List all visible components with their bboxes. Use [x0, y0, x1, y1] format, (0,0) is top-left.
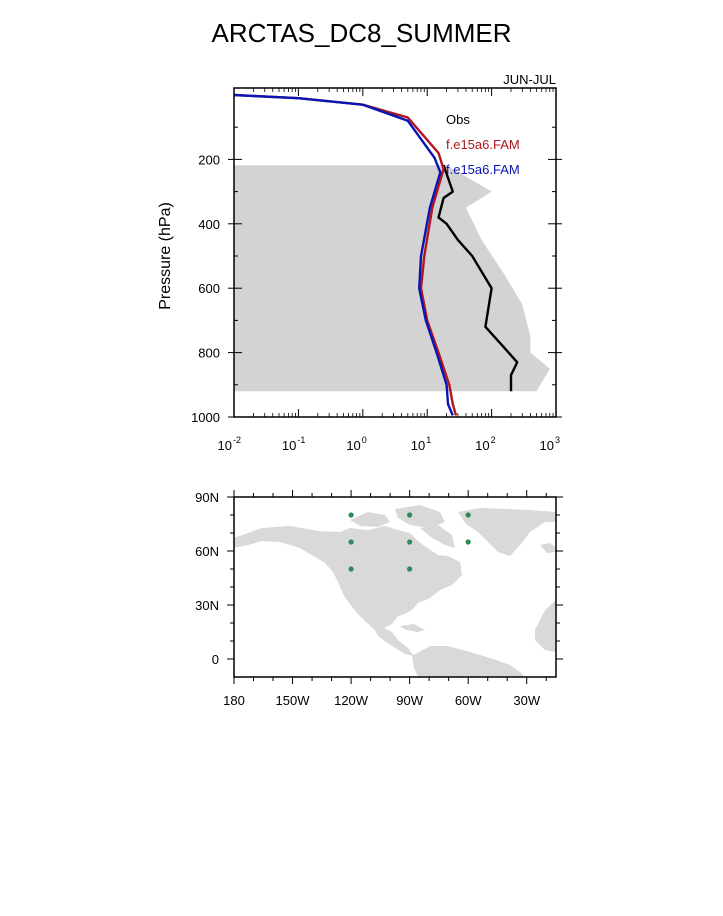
x-tick-exponent: 2 — [491, 435, 496, 445]
profile-y-tick-labels: 200 400 600 800 1000 — [191, 152, 220, 425]
legend-entry-model-blue: f.e15a6.FAM — [446, 162, 520, 177]
map-y-tick-label: 90N — [195, 490, 219, 505]
legend-entry-model-red: f.e15a6.FAM — [446, 137, 520, 152]
arctic-islands-land — [350, 512, 390, 527]
map-y-tick-label: 30N — [195, 598, 219, 613]
x-tick-base: 10 — [346, 438, 360, 453]
profile-lines — [233, 93, 519, 416]
y-tick-label: 600 — [198, 281, 220, 296]
x-tick-base: 10 — [540, 438, 554, 453]
profile-frame — [233, 87, 557, 418]
x-tick-exponent: 0 — [362, 435, 367, 445]
x-tick-base: 10 — [411, 438, 425, 453]
legend: Obs f.e15a6.FAM f.e15a6.FAM — [446, 112, 520, 177]
season-label: JUN-JUL — [503, 72, 556, 87]
sample-point — [348, 512, 354, 518]
x-tick-label: 10 1 — [411, 435, 431, 453]
series-line-0 — [437, 164, 519, 392]
location-map-panel: 180 150W 120W 90W 60W 30W 90N 60N 30N 0 — [195, 490, 563, 708]
map-x-tick-label: 30W — [513, 693, 540, 708]
x-tick-label: 10 -1 — [282, 435, 305, 453]
x-tick-label: 10 2 — [475, 435, 495, 453]
sample-point — [465, 539, 471, 545]
map-ticks — [227, 490, 563, 684]
x-tick-exponent: 3 — [555, 435, 560, 445]
map-tick-labels: 180 150W 120W 90W 60W 30W 90N 60N 30N 0 — [195, 490, 541, 708]
cuba-land — [400, 624, 425, 632]
figure-title: ARCTAS_DC8_SUMMER — [211, 18, 512, 48]
greenland-land — [458, 508, 556, 556]
iceland-land — [540, 543, 556, 553]
central-america-land — [375, 628, 414, 656]
y-tick-label: 400 — [198, 217, 220, 232]
sample-point — [348, 566, 354, 572]
x-tick-exponent: 1 — [426, 435, 431, 445]
map-x-tick-label: 150W — [276, 693, 311, 708]
x-tick-base: 10 — [282, 438, 296, 453]
sample-locations — [348, 512, 471, 572]
x-tick-exponent: -2 — [233, 435, 241, 445]
legend-entry-obs: Obs — [446, 112, 470, 127]
south-america-land — [412, 646, 525, 677]
africa-land — [535, 600, 556, 652]
map-x-tick-label: 60W — [455, 693, 482, 708]
sample-point — [348, 539, 354, 545]
arctic-islands-land-2 — [395, 505, 445, 528]
profile-ticks — [228, 88, 562, 418]
x-tick-exponent: -1 — [297, 435, 305, 445]
y-tick-label: 1000 — [191, 410, 220, 425]
map-x-tick-label: 180 — [223, 693, 245, 708]
baffin-island-land — [420, 525, 455, 548]
map-y-tick-label: 0 — [212, 652, 219, 667]
land-masses — [234, 505, 556, 677]
obs-range-shading — [234, 165, 550, 392]
y-tick-label: 200 — [198, 152, 220, 167]
sample-point — [407, 566, 413, 572]
series-line-2 — [233, 93, 454, 416]
y-axis-label: Pressure (hPa) — [157, 202, 174, 310]
obs-range-area — [234, 165, 550, 392]
sample-point — [407, 512, 413, 518]
sample-point — [465, 512, 471, 518]
north-america-land — [234, 526, 462, 630]
x-tick-label: 10 -2 — [218, 435, 241, 453]
x-tick-label: 10 3 — [540, 435, 560, 453]
sample-point — [407, 539, 413, 545]
x-tick-label: 10 0 — [346, 435, 366, 453]
map-x-tick-label: 90W — [396, 693, 423, 708]
map-y-tick-label: 60N — [195, 544, 219, 559]
map-x-tick-label: 120W — [334, 693, 369, 708]
x-tick-base: 10 — [475, 438, 489, 453]
profile-x-tick-labels: 10 -2 10 -1 10 0 10 1 10 2 10 3 — [218, 435, 560, 453]
y-tick-label: 800 — [198, 346, 220, 361]
x-tick-base: 10 — [218, 438, 232, 453]
